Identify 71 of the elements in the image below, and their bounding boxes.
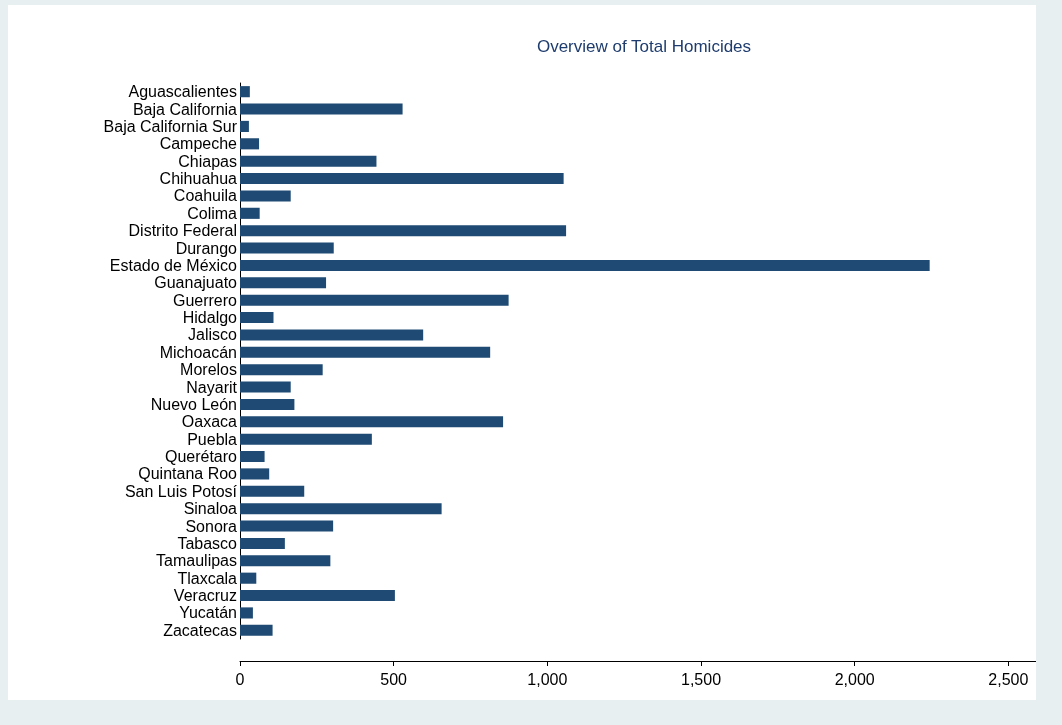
bar bbox=[240, 624, 273, 636]
y-tick-label: Campeche bbox=[159, 135, 238, 153]
y-tick-label: Yucatán bbox=[179, 604, 237, 622]
y-tick-label: Chihuahua bbox=[159, 170, 238, 188]
bar bbox=[240, 207, 260, 219]
bar bbox=[240, 451, 265, 463]
y-tick-label: Quintana Roo bbox=[138, 465, 238, 483]
bar bbox=[240, 398, 295, 410]
y-tick-label: Sonora bbox=[185, 517, 238, 535]
bar bbox=[240, 312, 274, 324]
bar bbox=[240, 503, 442, 515]
bar bbox=[240, 381, 291, 393]
x-tick-label: 1,000 bbox=[527, 670, 568, 688]
x-tick-label: 500 bbox=[380, 670, 408, 688]
y-tick-label: San Luis Potosí bbox=[124, 482, 238, 500]
y-tick-label: Michoacán bbox=[159, 343, 237, 361]
bar bbox=[240, 120, 249, 132]
y-tick-label: Estado de México bbox=[109, 256, 238, 274]
y-tick-label: Baja California bbox=[132, 100, 238, 118]
bar bbox=[240, 155, 377, 167]
bar bbox=[240, 416, 504, 428]
bar bbox=[240, 572, 257, 584]
bar bbox=[240, 555, 331, 567]
y-tick-label: Puebla bbox=[187, 430, 238, 448]
bar bbox=[240, 520, 334, 532]
bar bbox=[240, 294, 509, 306]
y-tick-label: Coahuila bbox=[173, 187, 238, 205]
y-tick-label: Oaxaca bbox=[181, 413, 238, 431]
y-tick-label: Morelos bbox=[180, 361, 237, 379]
y-tick-label: Colima bbox=[187, 204, 238, 222]
y-tick-label: Baja California Sur bbox=[103, 117, 238, 135]
y-tick-label: Chiapas bbox=[178, 152, 237, 170]
bar bbox=[240, 190, 291, 202]
bar bbox=[240, 468, 270, 480]
bar bbox=[240, 537, 285, 549]
bar bbox=[240, 138, 260, 150]
bar bbox=[240, 86, 250, 98]
x-tick-label: 1,500 bbox=[680, 670, 722, 688]
bar bbox=[240, 329, 424, 341]
bar bbox=[240, 346, 491, 358]
bar bbox=[240, 485, 305, 497]
y-tick-label: Sinaloa bbox=[183, 500, 238, 518]
y-tick-label: Tlaxcala bbox=[177, 569, 238, 587]
bar bbox=[240, 277, 327, 289]
bar bbox=[240, 173, 564, 185]
y-tick-label: Guerrero bbox=[172, 291, 238, 309]
x-tick-label: 2,000 bbox=[834, 670, 875, 688]
bar bbox=[240, 433, 372, 445]
bar bbox=[240, 103, 403, 115]
y-tick-label: Hidalgo bbox=[182, 309, 238, 327]
y-tick-label: Tabasco bbox=[177, 534, 238, 552]
x-tick-label: 2,500 bbox=[988, 670, 1029, 688]
y-tick-label: Veracruz bbox=[173, 587, 237, 605]
y-tick-label: Jalisco bbox=[188, 326, 238, 344]
bar bbox=[240, 225, 567, 237]
bar bbox=[240, 259, 930, 271]
y-tick-label: Distrito Federal bbox=[128, 222, 237, 240]
x-tick-label: 0 bbox=[235, 670, 245, 688]
y-tick-label: Aguascalientes bbox=[128, 83, 237, 101]
y-tick-label: Querétaro bbox=[164, 448, 238, 466]
bar bbox=[240, 590, 395, 602]
bar bbox=[240, 607, 253, 619]
bar bbox=[240, 242, 334, 254]
y-tick-label: Zacatecas bbox=[163, 621, 237, 639]
y-tick-label: Tamaulipas bbox=[156, 552, 237, 570]
y-tick-label: Nuevo León bbox=[150, 395, 237, 413]
chart-title: Overview of Total Homicides bbox=[536, 37, 752, 56]
y-tick-label: Durango bbox=[175, 239, 238, 257]
y-tick-label: Nayarit bbox=[186, 378, 238, 396]
bar bbox=[240, 364, 323, 376]
y-tick-label: Guanajuato bbox=[154, 274, 238, 292]
